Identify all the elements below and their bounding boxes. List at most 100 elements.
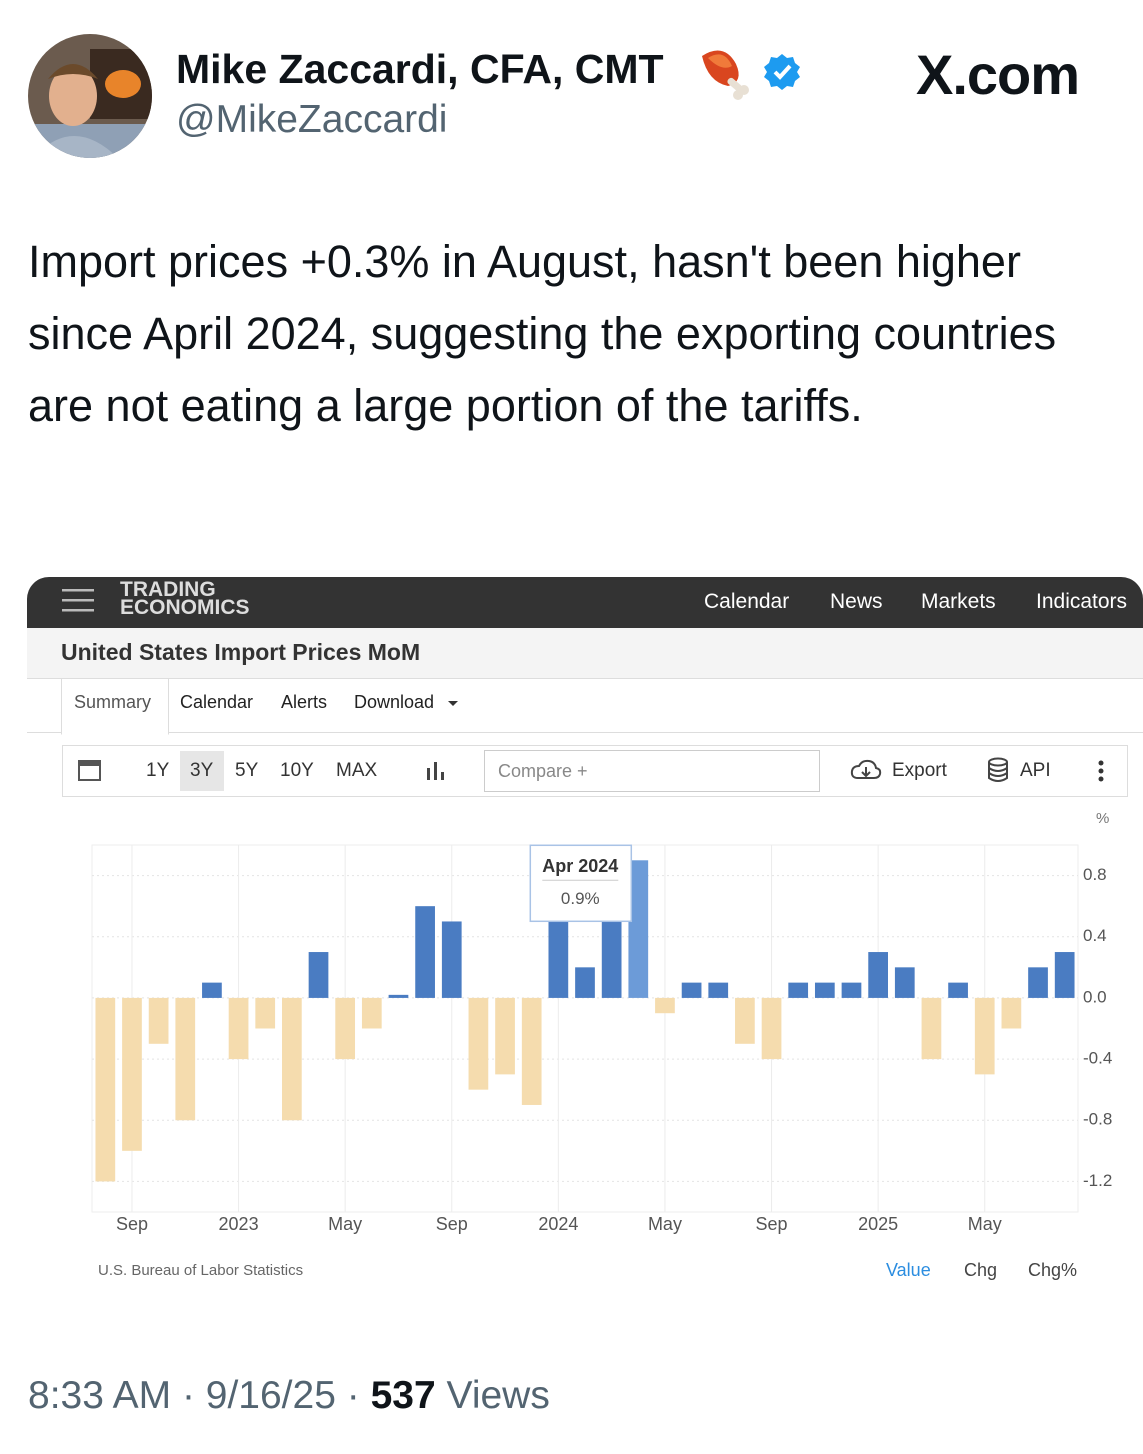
x-tick-label: 2023 xyxy=(219,1214,259,1234)
tab[interactable]: Calendar xyxy=(180,692,254,712)
bar xyxy=(95,997,116,1182)
tweet-text: Import prices +0.3% in August, hasn't be… xyxy=(28,236,1057,431)
source: U.S. Bureau of Labor Statistics xyxy=(98,1262,304,1279)
bar xyxy=(841,982,862,998)
bar xyxy=(202,982,222,998)
nav-item[interactable]: News xyxy=(830,590,883,613)
api-icon xyxy=(988,757,1008,782)
bar xyxy=(814,982,835,998)
y-tick-label: -0.8 xyxy=(1083,1110,1112,1129)
tooltip-text: 0.9% xyxy=(561,889,600,908)
bar xyxy=(495,997,515,1075)
compare-input[interactable] xyxy=(484,750,820,792)
separator: · xyxy=(346,1374,360,1417)
bar xyxy=(788,982,809,998)
bar xyxy=(575,967,595,998)
x-tick-label: Sep xyxy=(756,1214,788,1234)
tweet-time: 8:33 AM xyxy=(28,1374,172,1417)
range-button[interactable]: MAX xyxy=(336,760,378,781)
active-tab xyxy=(61,678,169,735)
x-tick-label: 2024 xyxy=(538,1214,578,1234)
separator: · xyxy=(181,1374,195,1417)
mode-button[interactable]: Value xyxy=(886,1260,931,1280)
x-tick-label: May xyxy=(328,1214,362,1234)
author-name[interactable]: Mike Zaccardi, CFA, CMT xyxy=(176,46,664,92)
bar xyxy=(282,997,302,1121)
range-button[interactable]: 3Y xyxy=(190,760,214,781)
bar xyxy=(415,906,435,998)
page-title: United States Import Prices MoM xyxy=(61,639,421,665)
range-button[interactable]: 5Y xyxy=(235,760,259,781)
range-button[interactable]: 1Y xyxy=(146,760,170,781)
bar xyxy=(1054,952,1075,998)
x-tick-label: May xyxy=(968,1214,1002,1234)
bar xyxy=(468,997,489,1090)
tab[interactable]: Download xyxy=(354,692,435,712)
x-tick-label: 2025 xyxy=(858,1214,898,1234)
bar xyxy=(628,860,649,998)
author-handle[interactable]: @MikeZaccardi xyxy=(176,98,448,141)
y-unit: % xyxy=(1096,810,1109,827)
bar xyxy=(735,997,755,1044)
bar xyxy=(601,906,622,998)
tooltip-box xyxy=(529,844,633,923)
bar xyxy=(655,997,675,1014)
y-tick-label: -0.4 xyxy=(1083,1049,1112,1068)
bar xyxy=(122,997,142,1151)
export-button[interactable]: Export xyxy=(892,760,947,781)
title-bar xyxy=(27,628,1143,679)
bar xyxy=(1028,967,1048,998)
calendar-icon[interactable] xyxy=(77,757,103,783)
chart-type-icon[interactable] xyxy=(425,760,447,782)
bar xyxy=(335,997,356,1060)
range-button[interactable]: 10Y xyxy=(280,760,314,781)
tweet-meta: 8:33 AM · 9/16/25 · 537 Views xyxy=(28,1374,550,1418)
mode-button[interactable]: Chg xyxy=(964,1260,998,1280)
bar xyxy=(921,997,942,1060)
nav-item[interactable]: Indicators xyxy=(1036,590,1128,613)
avatar[interactable] xyxy=(28,34,152,158)
active-range xyxy=(180,751,224,791)
nav-item[interactable]: Markets xyxy=(921,590,996,613)
tooltip-title: Apr 2024 xyxy=(542,856,618,876)
tweet-date: 9/16/25 xyxy=(205,1374,336,1417)
api-button[interactable]: API xyxy=(1020,760,1051,781)
bar xyxy=(255,997,276,1029)
dropdown-caret xyxy=(448,701,458,706)
compare-placeholder: Compare + xyxy=(498,761,588,781)
bar xyxy=(974,997,995,1075)
logo-top: TRADING xyxy=(120,578,216,601)
bar xyxy=(228,997,249,1060)
menu-icon[interactable] xyxy=(62,586,96,616)
widget-header xyxy=(27,577,1143,628)
views-label: Views xyxy=(446,1374,550,1417)
bar xyxy=(948,982,968,998)
bar xyxy=(894,967,915,998)
bar xyxy=(708,982,729,998)
emoji xyxy=(702,50,749,100)
tooltip: Apr 2024 0.9% xyxy=(529,844,633,923)
bar xyxy=(361,997,382,1029)
more-icon[interactable] xyxy=(1096,760,1106,782)
bar xyxy=(761,997,782,1060)
bar xyxy=(1001,997,1022,1029)
nav-item[interactable]: Calendar xyxy=(704,590,790,613)
bar xyxy=(148,997,169,1044)
y-tick-label: 0.0 xyxy=(1083,987,1107,1006)
bar xyxy=(681,982,702,998)
logo-bottom: ECONOMICS xyxy=(120,596,250,619)
logo[interactable]: TRADING ECONOMICS xyxy=(120,578,250,619)
bar xyxy=(388,994,409,998)
y-tick-label: -1.2 xyxy=(1083,1171,1112,1190)
bar xyxy=(441,921,462,998)
x-tick-label: Sep xyxy=(436,1214,468,1234)
mode-button[interactable]: Chg% xyxy=(1028,1260,1078,1280)
export-icon xyxy=(850,759,882,779)
y-tick-label: 0.8 xyxy=(1083,865,1107,884)
tabs-divider xyxy=(27,732,1143,733)
tab[interactable]: Alerts xyxy=(281,692,328,712)
y-tick-label: 0.4 xyxy=(1083,926,1107,945)
tab[interactable]: Summary xyxy=(74,692,152,712)
